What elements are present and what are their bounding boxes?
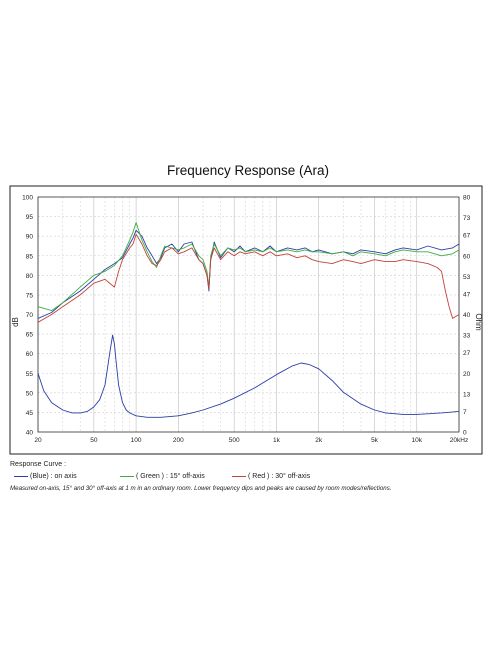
y-axis-label: dB [11,317,20,327]
y-tick-label: 45 [26,410,34,417]
y-tick-label: 80 [26,273,34,280]
y2-tick-label: 67 [463,233,471,240]
y2-tick-label: 40 [463,312,471,319]
legend-label-green: ( Green ) : 15° off-axis [136,473,205,480]
legend-label-blue: (Blue) : on axis [30,473,77,480]
y-tick-label: 55 [26,371,34,378]
y-tick-label: 65 [26,332,34,339]
y-tick-label: 75 [26,292,34,299]
y2-tick-label: 53 [463,274,471,281]
y-tick-label: 85 [26,253,34,260]
legend-swatch-red [232,475,246,477]
y2-tick-label: 20 [463,371,471,378]
x-tick-label: 1k [273,437,281,444]
x-tick-label: 200 [173,437,184,444]
x-tick-label: 20 [34,437,42,444]
chart-title: Frequency Response (Ara) [166,163,330,178]
x-tick-label: 10k [412,437,423,444]
series-line-red [37,233,460,323]
y-tick-label: 95 [26,214,34,221]
axis-labels: 40 45 50 55 60 65 70 75 80 85 90 95 100 0 7 13 20 27 33 40 4… [22,195,470,445]
series-line-green [37,222,460,312]
y-tick-label: 90 [26,234,34,241]
x-tick-label: 50 [90,437,98,444]
series-layer [37,222,460,418]
plot-frame [9,185,483,455]
y2-tick-label: 60 [463,253,471,260]
y2-tick-label: 73 [463,215,471,222]
legend-swatch-blue [14,475,28,477]
y-tick-label: 40 [26,430,34,437]
legend-item-blue: (Blue) : on axis [14,473,77,480]
x-tick-label: 2k [315,437,323,444]
y-tick-label: 70 [26,312,34,319]
y2-tick-label: 80 [463,195,471,202]
x-tick-label: 20kHz [450,437,468,444]
x-tick-label: 100 [131,437,142,444]
legend-item-green: ( Green ) : 15° off-axis [120,473,205,480]
y-tick-label: 50 [26,390,34,397]
y-tick-label: 60 [26,351,34,358]
y2-axis-label: Ohm [474,313,483,331]
legend-heading: Response Curve : [10,461,67,468]
x-tick-label: 500 [229,437,240,444]
y2-tick-label: 47 [463,291,471,298]
y-tick-label: 100 [22,195,33,202]
legend-swatch-green [120,475,134,477]
y2-tick-label: 27 [463,350,471,357]
y2-tick-label: 0 [463,430,467,437]
measurement-note: Measured on-axis, 15° and 30° off-axis a… [10,485,392,492]
legend-label-red: ( Red ) : 30° off-axis [248,473,311,480]
legend-item-red: ( Red ) : 30° off-axis [232,473,310,480]
y2-tick-label: 13 [463,391,471,398]
x-tick-label: 5k [371,437,379,444]
y2-tick-label: 33 [463,333,471,340]
impedance-line [37,334,460,418]
y2-tick-label: 7 [463,409,467,416]
